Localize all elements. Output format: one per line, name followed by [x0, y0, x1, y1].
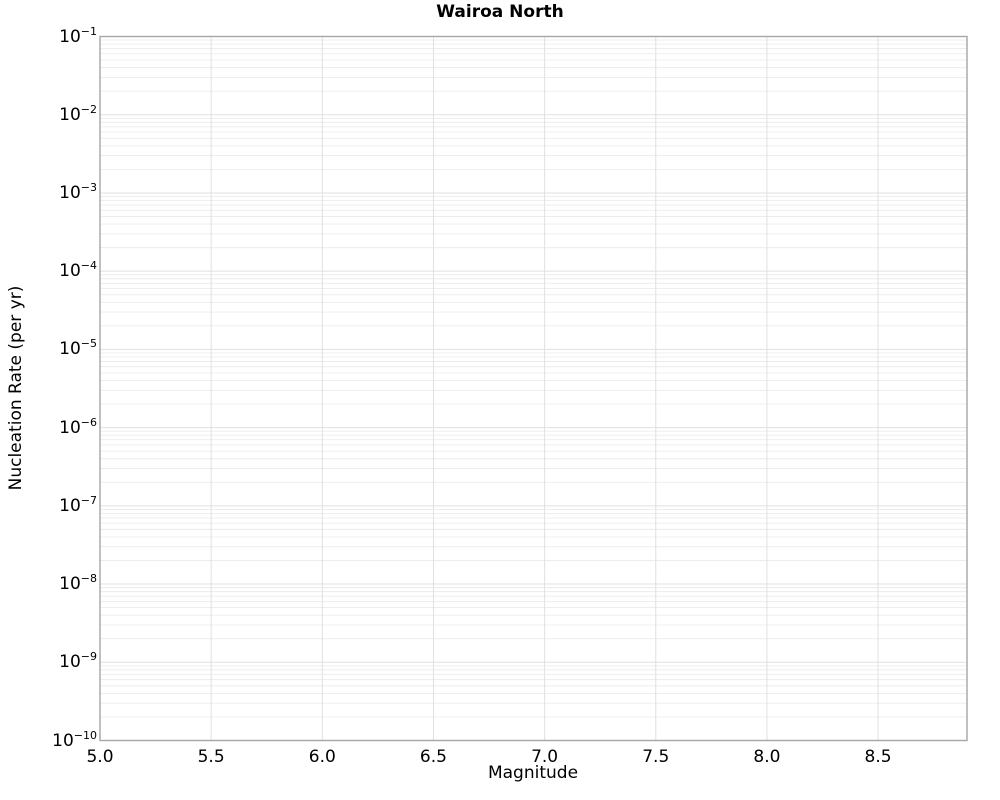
y-tick-label: 10−4 [59, 259, 97, 282]
x-tick-label: 8.0 [753, 747, 781, 767]
x-tick-label: 5.0 [86, 747, 114, 767]
x-tick-label: 7.5 [642, 747, 670, 767]
x-tick-label: 6.5 [419, 747, 447, 767]
y-tick-label: 10−8 [59, 572, 97, 595]
x-tick-label: 5.5 [197, 747, 225, 767]
axes-frame [99, 35, 968, 742]
x-tick-label: 6.0 [308, 747, 336, 767]
y-tick-label: 10−6 [59, 415, 97, 438]
y-tick-label: 10−5 [59, 337, 97, 360]
y-tick-label: 10−1 [59, 24, 97, 47]
y-tick-label: 10−9 [59, 650, 97, 673]
y-tick-label: 10−3 [59, 180, 97, 203]
y-tick-label: 10−2 [59, 102, 97, 125]
x-tick-label: 8.5 [864, 747, 892, 767]
y-axis-label: Nucleation Rate (per yr) [6, 285, 26, 491]
x-axis-label: Magnitude [487, 763, 579, 783]
y-tick-label: 10−7 [59, 493, 97, 516]
x-tick-label: 7.0 [531, 747, 559, 767]
chart-title: Wairoa North [436, 2, 564, 22]
y-tick-label: 10−10 [52, 728, 97, 751]
